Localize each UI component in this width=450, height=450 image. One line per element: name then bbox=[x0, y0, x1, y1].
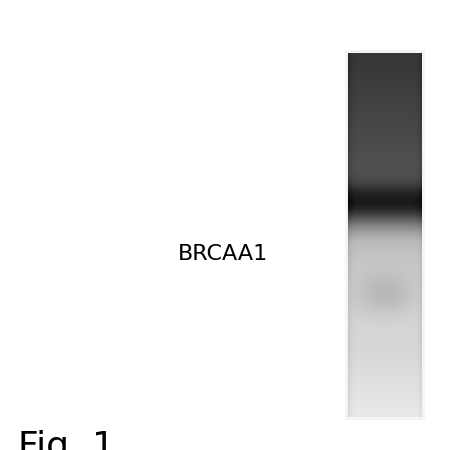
Text: BRCAA1: BRCAA1 bbox=[177, 244, 268, 264]
Text: Fig. 1: Fig. 1 bbox=[18, 430, 115, 450]
